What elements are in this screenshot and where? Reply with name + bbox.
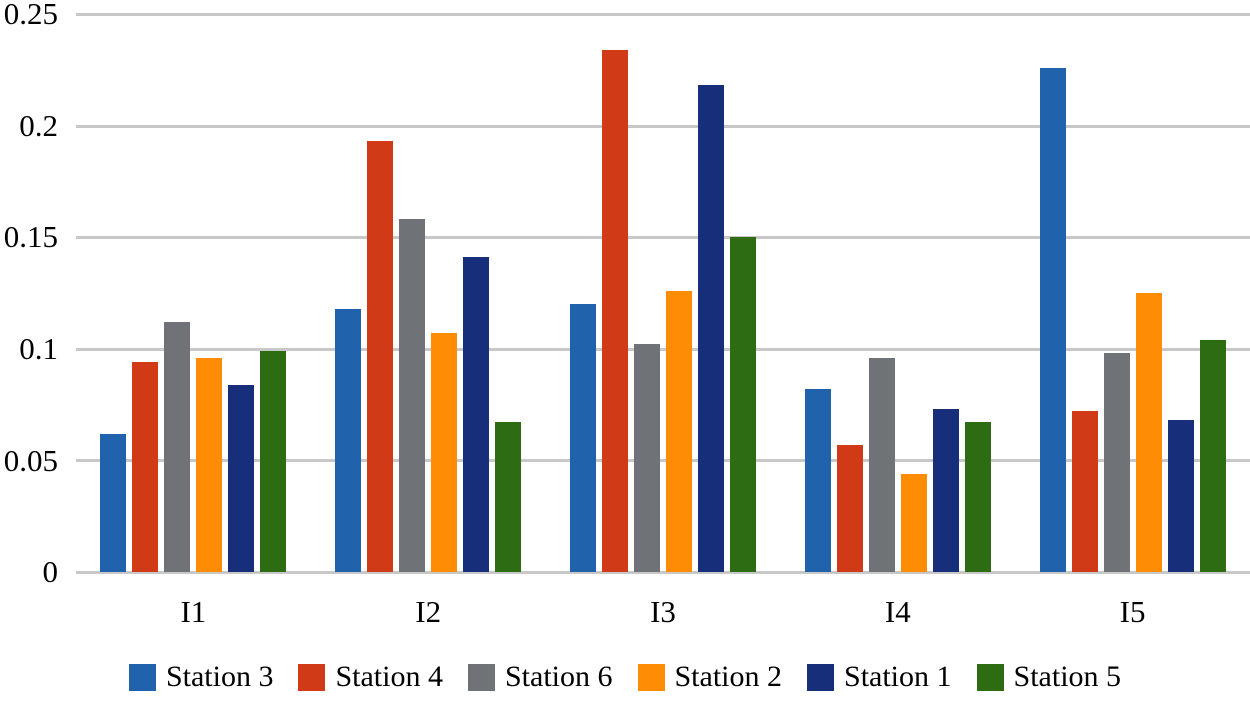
legend: Station 3 Station 4 Station 6 Station 2 … — [0, 660, 1250, 694]
legend-swatch-icon — [976, 663, 1004, 691]
bar-station-3-I1 — [100, 433, 127, 572]
bar-station-5-I1 — [260, 351, 287, 572]
bar-station-5-I2 — [495, 422, 522, 572]
gridline-0.25 — [76, 13, 1250, 16]
bar-station-2-I4 — [900, 473, 927, 572]
bar-station-4-I3 — [601, 49, 628, 572]
bars-layer — [76, 14, 1250, 572]
gridline-0.15 — [76, 236, 1250, 240]
bar-station-6-I5 — [1103, 353, 1130, 572]
bar-station-3-I2 — [335, 308, 362, 572]
bar-group-I4 — [780, 14, 1015, 572]
bar-station-1-I3 — [697, 85, 724, 572]
legend-swatch-icon — [298, 663, 326, 691]
legend-item-station-3: Station 3 — [128, 660, 274, 694]
legend-label: Station 2 — [674, 660, 783, 693]
bar-station-3-I3 — [569, 304, 596, 572]
bar-station-2-I2 — [431, 333, 458, 572]
x-axis-labels: I1 I2 I3 I4 I5 — [76, 594, 1250, 630]
bar-station-2-I5 — [1135, 293, 1162, 572]
bar-group-I3 — [546, 14, 781, 572]
y-tick-label: 0.2 — [19, 108, 58, 143]
bar-station-1-I5 — [1167, 420, 1194, 572]
x-category-label: I4 — [884, 594, 911, 629]
bar-group-I1 — [76, 14, 311, 572]
bar-station-4-I5 — [1071, 411, 1098, 572]
bar-station-6-I1 — [164, 322, 191, 572]
x-category-label: I2 — [415, 594, 442, 629]
gridline-0.2 — [76, 124, 1250, 128]
bar-station-6-I4 — [868, 357, 895, 572]
y-tick-label: 0.1 — [19, 331, 58, 366]
gridline-0 — [76, 571, 1250, 574]
legend-item-station-1: Station 1 — [807, 660, 952, 694]
x-category-label: I5 — [1119, 594, 1146, 629]
legend-label: Station 6 — [504, 660, 613, 693]
legend-swatch-icon — [128, 663, 156, 691]
legend-label: Station 1 — [844, 660, 952, 693]
bar-station-4-I1 — [132, 362, 159, 572]
legend-swatch-icon — [467, 663, 495, 691]
y-tick-label: 0.15 — [3, 219, 58, 254]
y-axis-labels: 0.25 0.2 0.15 0.1 0.05 0 — [0, 0, 58, 712]
x-category-label: I3 — [650, 594, 676, 629]
bar-station-2-I3 — [665, 290, 692, 572]
legend-swatch-icon — [807, 663, 835, 691]
bar-station-2-I1 — [196, 357, 223, 572]
bar-station-5-I4 — [964, 422, 991, 572]
bar-station-5-I3 — [729, 237, 756, 572]
bar-station-6-I3 — [633, 344, 660, 572]
gridline-0.1 — [76, 347, 1250, 351]
legend-label: Station 4 — [335, 660, 443, 693]
y-tick-label: 0 — [42, 554, 59, 589]
bar-station-6-I2 — [399, 219, 426, 572]
y-tick-label: 0.05 — [3, 443, 58, 478]
gridline-0.05 — [76, 459, 1250, 463]
bar-station-5-I5 — [1199, 339, 1226, 572]
bar-station-4-I4 — [836, 444, 863, 572]
legend-label: Station 5 — [1013, 660, 1122, 693]
legend-item-station-4: Station 4 — [298, 660, 443, 694]
legend-item-station-2: Station 2 — [637, 660, 783, 694]
bar-station-1-I4 — [932, 409, 959, 572]
bar-station-3-I4 — [804, 388, 831, 572]
legend-swatch-icon — [637, 663, 665, 691]
bar-group-I2 — [311, 14, 546, 572]
bar-station-4-I2 — [367, 141, 394, 572]
plot-area — [76, 13, 1250, 574]
bar-group-I5 — [1015, 14, 1250, 572]
y-tick-label: 0.25 — [3, 0, 58, 31]
legend-item-station-5: Station 5 — [976, 660, 1122, 694]
bar-station-1-I1 — [228, 384, 255, 572]
x-category-label: I1 — [180, 594, 207, 629]
legend-label: Station 3 — [165, 660, 274, 693]
legend-item-station-6: Station 6 — [467, 660, 613, 694]
bar-station-3-I5 — [1039, 67, 1066, 572]
bar-station-1-I2 — [463, 257, 490, 572]
